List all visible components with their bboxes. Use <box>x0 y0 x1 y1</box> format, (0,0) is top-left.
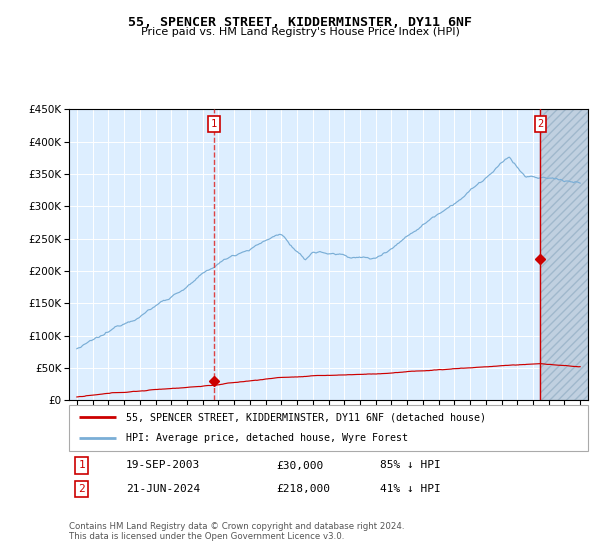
Text: This data is licensed under the Open Government Licence v3.0.: This data is licensed under the Open Gov… <box>69 532 344 541</box>
Text: 19-SEP-2003: 19-SEP-2003 <box>126 460 200 470</box>
Text: 21-JUN-2024: 21-JUN-2024 <box>126 484 200 494</box>
Text: £218,000: £218,000 <box>277 484 331 494</box>
Text: Contains HM Land Registry data © Crown copyright and database right 2024.: Contains HM Land Registry data © Crown c… <box>69 522 404 531</box>
Text: 1: 1 <box>211 119 217 129</box>
Text: £30,000: £30,000 <box>277 460 324 470</box>
Text: HPI: Average price, detached house, Wyre Forest: HPI: Average price, detached house, Wyre… <box>126 433 408 444</box>
Text: Price paid vs. HM Land Registry's House Price Index (HPI): Price paid vs. HM Land Registry's House … <box>140 27 460 38</box>
Text: 55, SPENCER STREET, KIDDERMINSTER, DY11 6NF: 55, SPENCER STREET, KIDDERMINSTER, DY11 … <box>128 16 472 29</box>
Text: 2: 2 <box>79 484 85 494</box>
Text: 55, SPENCER STREET, KIDDERMINSTER, DY11 6NF (detached house): 55, SPENCER STREET, KIDDERMINSTER, DY11 … <box>126 412 486 422</box>
Text: 41% ↓ HPI: 41% ↓ HPI <box>380 484 441 494</box>
Text: 2: 2 <box>537 119 544 129</box>
Text: 85% ↓ HPI: 85% ↓ HPI <box>380 460 441 470</box>
Bar <box>541 109 588 400</box>
Text: 1: 1 <box>79 460 85 470</box>
